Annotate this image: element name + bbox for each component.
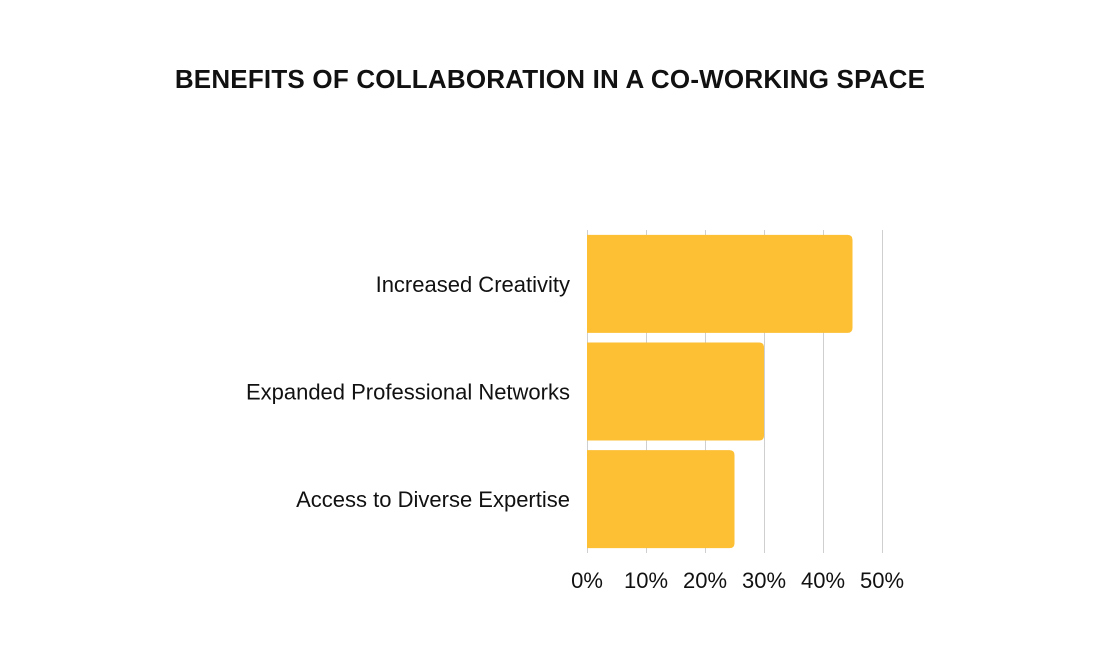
- x-tick-label-0: 0%: [571, 568, 603, 593]
- x-axis-tick-labels: 0% 10% 20% 30% 40% 50%: [571, 568, 904, 593]
- category-label-2: Expanded Professional Networks: [246, 380, 570, 405]
- x-tick-label-40: 40%: [801, 568, 845, 593]
- x-tick-label-30: 30%: [742, 568, 786, 593]
- bars: [587, 234, 853, 549]
- x-tick-label-50: 50%: [860, 568, 904, 593]
- category-labels: Increased Creativity Expanded Professiona…: [246, 272, 570, 512]
- bar-1: [587, 234, 853, 333]
- x-tick-label-10: 10%: [624, 568, 668, 593]
- bar-2: [587, 342, 764, 441]
- x-tick-label-20: 20%: [683, 568, 727, 593]
- category-label-1: Increased Creativity: [376, 272, 570, 297]
- chart-title: BENEFITS OF COLLABORATION IN A CO-WORKIN…: [174, 64, 926, 94]
- bar-3: [587, 450, 735, 549]
- category-label-3: Access to Diverse Expertise: [296, 487, 570, 512]
